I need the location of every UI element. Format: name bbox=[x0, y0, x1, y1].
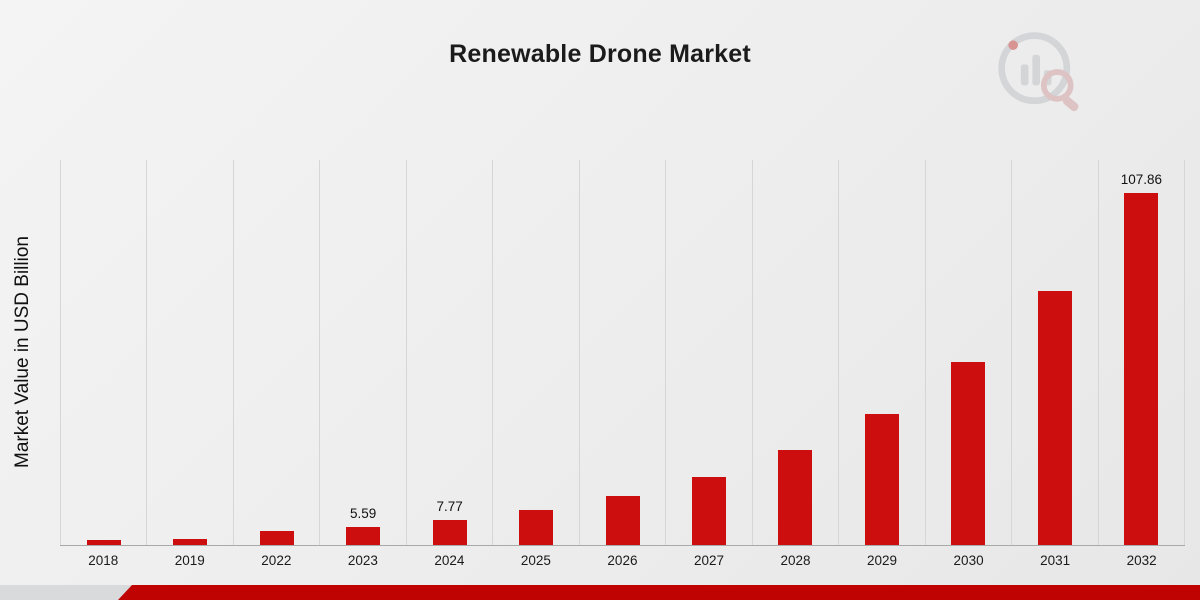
chart-column bbox=[751, 160, 838, 545]
bar-2029 bbox=[864, 413, 899, 545]
footer-accent-red-segment bbox=[118, 585, 1200, 600]
chart-column: 7.77 bbox=[405, 160, 492, 545]
x-tick-label: 2029 bbox=[867, 553, 898, 568]
bar-2019 bbox=[173, 539, 208, 545]
x-tick-label: 2024 bbox=[434, 553, 465, 568]
bar-2023 bbox=[346, 526, 381, 545]
plot-area: 5.59 7.77 107.86 bbox=[60, 160, 1186, 545]
bar-chart-magnifier-icon bbox=[998, 32, 1079, 112]
x-tick-label: 2030 bbox=[953, 553, 984, 568]
x-tick-label: 2022 bbox=[261, 553, 292, 568]
bar-value-label: 5.59 bbox=[350, 505, 377, 521]
chart-column bbox=[924, 160, 1011, 545]
chart-title: Renewable Drone Market bbox=[449, 40, 751, 68]
chart-column: 107.86 bbox=[1097, 160, 1186, 545]
chart-column bbox=[232, 160, 319, 545]
x-tick-label: 2027 bbox=[693, 553, 724, 568]
x-tick-label: 2026 bbox=[607, 553, 638, 568]
bar-2022 bbox=[259, 531, 294, 545]
x-tick-label: 2023 bbox=[347, 553, 378, 568]
y-axis-label: Market Value in USD Billion bbox=[12, 236, 33, 468]
chart-column: 5.59 bbox=[319, 160, 405, 545]
x-tick-label: 2018 bbox=[88, 553, 119, 568]
bar-2025 bbox=[519, 509, 554, 545]
x-tick-label: 2032 bbox=[1126, 553, 1157, 568]
bar-2026 bbox=[605, 496, 640, 545]
bar-value-label: 7.77 bbox=[436, 498, 463, 514]
bar-2028 bbox=[778, 450, 813, 545]
bar-2024 bbox=[432, 519, 467, 545]
x-tick-label: 2028 bbox=[780, 553, 811, 568]
chart-column bbox=[146, 160, 232, 545]
chart-column bbox=[838, 160, 924, 545]
footer-accent-bar bbox=[0, 585, 1200, 600]
bar-2030 bbox=[951, 362, 986, 545]
bar-2031 bbox=[1037, 290, 1072, 545]
chart-column bbox=[60, 160, 146, 545]
bar-2027 bbox=[692, 476, 727, 545]
chart-column bbox=[492, 160, 578, 545]
footer-accent-gray-segment bbox=[0, 585, 132, 600]
brand-logo bbox=[992, 26, 1088, 118]
x-tick-label: 2019 bbox=[174, 553, 205, 568]
bar-2018 bbox=[86, 540, 121, 545]
x-axis-line bbox=[60, 545, 1185, 546]
x-tick-label: 2031 bbox=[1040, 553, 1071, 568]
chart-column bbox=[578, 160, 665, 545]
bar-value-label: 107.86 bbox=[1120, 172, 1163, 188]
chart-column bbox=[665, 160, 751, 545]
x-tick-label: 2025 bbox=[520, 553, 551, 568]
bar-2032 bbox=[1124, 193, 1159, 545]
x-axis-labels: 2018 2019 2022 2023 2024 2025 2026 2027 2028 2029… bbox=[60, 553, 1185, 568]
chart-column bbox=[1011, 160, 1097, 545]
